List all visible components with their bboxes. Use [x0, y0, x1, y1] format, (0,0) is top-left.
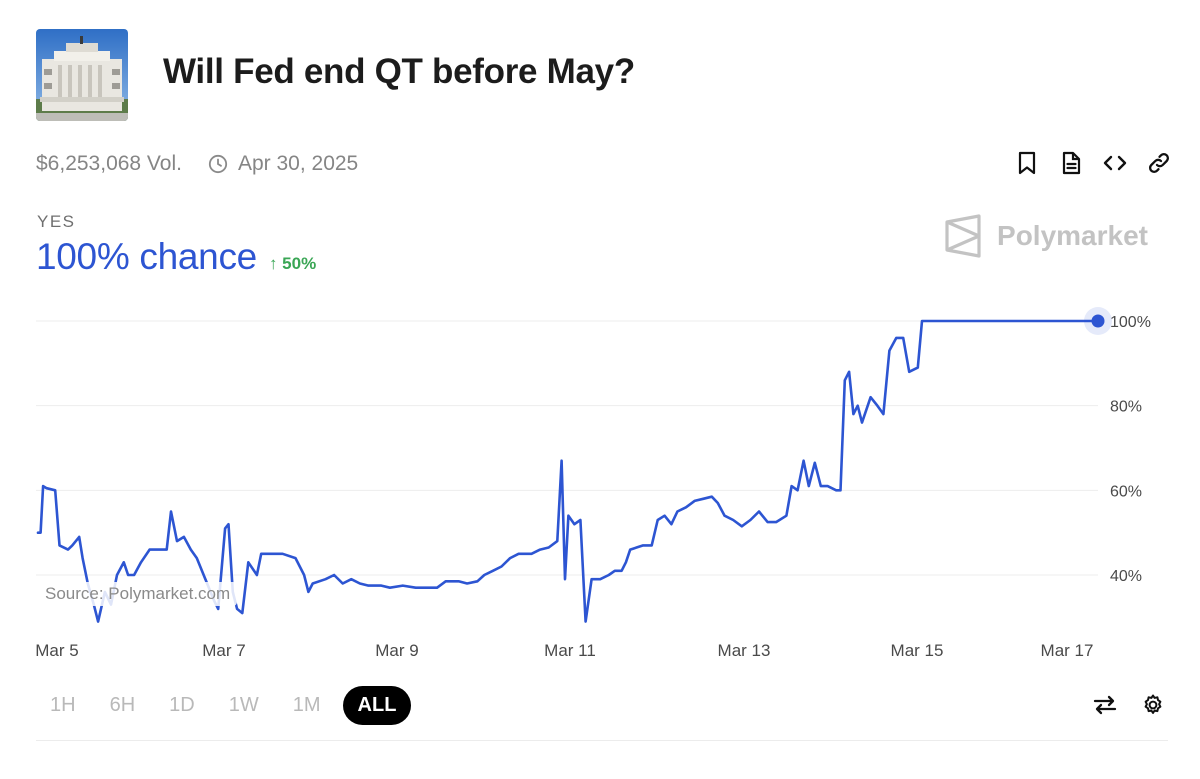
outcome-chance: 100% chance ↑ 50%: [36, 236, 316, 278]
polymarket-logo-icon: [945, 214, 981, 258]
chart-settings-button[interactable]: [1140, 692, 1166, 718]
x-tick-label: Mar 9: [375, 641, 418, 660]
x-tick-label: Mar 17: [1041, 641, 1094, 660]
x-tick-label: Mar 11: [544, 641, 596, 660]
y-tick-label: 100%: [1110, 314, 1151, 331]
brand-name: Polymarket: [997, 220, 1148, 251]
market-thumbnail: [36, 29, 128, 121]
range-1h-button[interactable]: 1H: [50, 694, 76, 716]
end-date-text: Apr 30, 2025: [237, 152, 359, 175]
outcome-label: YES: [37, 212, 76, 231]
swap-outcome-button[interactable]: [1092, 692, 1118, 718]
federal-reserve-building-image: [36, 29, 128, 121]
bookmark-icon: [1018, 151, 1036, 175]
range-1w-button[interactable]: 1W: [228, 694, 259, 716]
range-1d-button[interactable]: 1D: [169, 694, 195, 716]
embed-code-icon: [1103, 155, 1127, 171]
settings-gear-icon: [1144, 694, 1162, 714]
x-tick-label: Mar 15: [891, 641, 944, 660]
time-range-selector: 1H 6H 1D 1W 1M ALL: [38, 686, 412, 725]
range-1m-button[interactable]: 1M: [292, 694, 321, 716]
x-tick-label: Mar 7: [202, 641, 245, 660]
price-chart[interactable]: 100% 80% 60% 40% Mar 5 Mar 7 Mar 9 Mar 11 Mar 13…: [0, 290, 1200, 670]
market-meta: $6,253,068 Vol. Apr 30, 2025: [36, 152, 358, 176]
end-date: Apr 30, 2025: [208, 152, 358, 176]
link-icon: [1148, 152, 1170, 174]
document-icon: [1062, 151, 1081, 175]
range-all-button[interactable]: ALL: [342, 686, 412, 725]
chance-delta: ↑ 50%: [268, 254, 317, 273]
market-title: Will Fed end QT before May?: [163, 52, 635, 91]
x-tick-label: Mar 13: [718, 641, 771, 660]
source-label: Source: Polymarket.com: [38, 582, 238, 606]
market-actions: [1014, 150, 1172, 176]
chance-value: 100% chance: [36, 236, 257, 277]
bookmark-button[interactable]: [1014, 150, 1040, 176]
chart-tools: [1092, 692, 1166, 718]
embed-button[interactable]: [1102, 150, 1128, 176]
y-tick-label: 80%: [1110, 399, 1142, 416]
polymarket-brand: Polymarket: [943, 214, 1148, 258]
document-button[interactable]: [1058, 150, 1084, 176]
x-tick-label: Mar 5: [35, 641, 78, 660]
y-tick-label: 60%: [1110, 483, 1142, 500]
copy-link-button[interactable]: [1146, 150, 1172, 176]
volume-text: $6,253,068 Vol.: [36, 152, 182, 175]
swap-arrows-icon: [1093, 695, 1117, 715]
current-point-marker: [1091, 314, 1105, 328]
range-6h-button[interactable]: 6H: [109, 694, 136, 716]
bottom-divider: [36, 740, 1168, 741]
clock-icon: [208, 154, 228, 174]
price-line: [36, 319, 1100, 623]
y-tick-label: 40%: [1110, 568, 1142, 585]
